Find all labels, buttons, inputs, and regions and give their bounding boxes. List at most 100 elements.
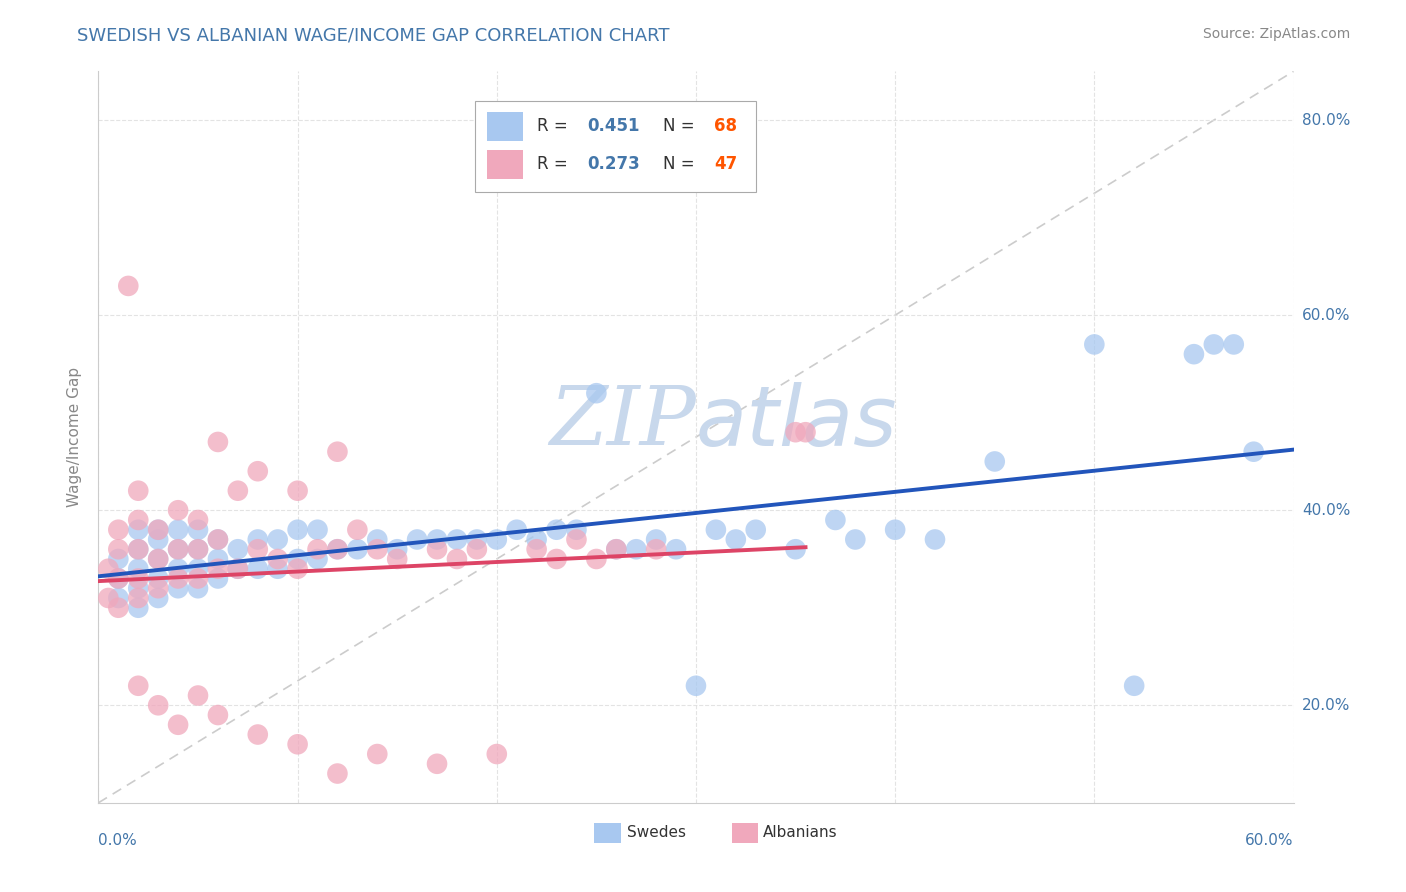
Point (167, 523, 190, 537)
Point (1202, 337, 1225, 351)
Point (685, 679, 707, 693)
Point (605, 542, 627, 557)
Point (148, 552, 170, 566)
Bar (595, 822, 620, 843)
Point (226, 483, 249, 498)
Bar (733, 822, 758, 843)
Point (107, 600, 129, 615)
Point (167, 542, 190, 557)
Point (187, 572, 209, 586)
Point (704, 523, 727, 537)
Point (167, 542, 190, 557)
Point (346, 523, 368, 537)
Point (585, 386, 607, 401)
Text: 47: 47 (714, 155, 737, 173)
Text: ZIP: ZIP (550, 383, 696, 462)
Point (526, 542, 548, 557)
Point (148, 591, 170, 605)
Point (207, 533, 229, 547)
Point (626, 542, 648, 557)
Point (127, 679, 149, 693)
Point (207, 572, 229, 586)
Point (226, 562, 249, 576)
Text: 60.0%: 60.0% (1246, 833, 1294, 848)
Point (1243, 444, 1265, 458)
Text: N =: N = (662, 117, 699, 136)
Point (1182, 347, 1205, 361)
Point (385, 542, 409, 557)
Text: 0.273: 0.273 (588, 155, 640, 173)
Point (426, 533, 449, 547)
Point (127, 562, 149, 576)
Point (167, 718, 190, 732)
Point (187, 542, 209, 557)
Point (148, 698, 170, 713)
Y-axis label: Wage/Income Gap: Wage/Income Gap (67, 367, 83, 508)
Point (107, 572, 129, 586)
Point (745, 523, 768, 537)
Point (187, 523, 209, 537)
Point (1223, 337, 1246, 351)
Point (884, 523, 907, 537)
Point (267, 533, 290, 547)
Point (485, 533, 508, 547)
Point (326, 542, 349, 557)
Point (307, 552, 329, 566)
Point (187, 513, 209, 527)
Text: N =: N = (662, 155, 699, 173)
Point (287, 737, 309, 751)
Point (546, 523, 568, 537)
Text: 80.0%: 80.0% (1302, 112, 1350, 128)
Point (107, 591, 129, 605)
Point (346, 542, 368, 557)
Point (326, 542, 349, 557)
Point (127, 600, 149, 615)
Point (148, 581, 170, 595)
Point (226, 562, 249, 576)
Point (366, 747, 388, 761)
Point (385, 552, 409, 566)
Point (107, 552, 129, 566)
Point (844, 533, 866, 547)
Text: SWEDISH VS ALBANIAN WAGE/INCOME GAP CORRELATION CHART: SWEDISH VS ALBANIAN WAGE/INCOME GAP CORR… (77, 27, 669, 45)
Point (127, 572, 149, 586)
Point (127, 513, 149, 527)
Point (465, 542, 488, 557)
Point (148, 552, 170, 566)
Text: R =: R = (537, 117, 574, 136)
Point (246, 562, 269, 576)
Point (167, 581, 190, 595)
Bar (486, 150, 523, 179)
Point (127, 591, 149, 605)
Point (127, 523, 149, 537)
FancyBboxPatch shape (475, 101, 756, 192)
Point (187, 562, 209, 576)
Point (226, 542, 249, 557)
Point (446, 552, 468, 566)
Point (724, 533, 747, 547)
Point (307, 542, 329, 557)
Point (794, 425, 817, 440)
Point (326, 766, 349, 780)
Point (326, 444, 349, 458)
Point (207, 533, 229, 547)
Point (167, 562, 190, 576)
Point (665, 542, 688, 557)
Bar (486, 112, 523, 141)
Point (426, 756, 449, 771)
Point (167, 503, 190, 517)
Point (546, 552, 568, 566)
Point (307, 523, 329, 537)
Point (117, 279, 139, 293)
Point (127, 581, 149, 595)
Point (246, 727, 269, 741)
Point (1123, 679, 1146, 693)
Point (924, 533, 946, 547)
Point (785, 425, 807, 440)
Text: atlas: atlas (696, 382, 897, 463)
Point (366, 533, 388, 547)
Text: 60.0%: 60.0% (1302, 308, 1350, 323)
Point (148, 533, 170, 547)
Point (426, 542, 449, 557)
Point (267, 552, 290, 566)
